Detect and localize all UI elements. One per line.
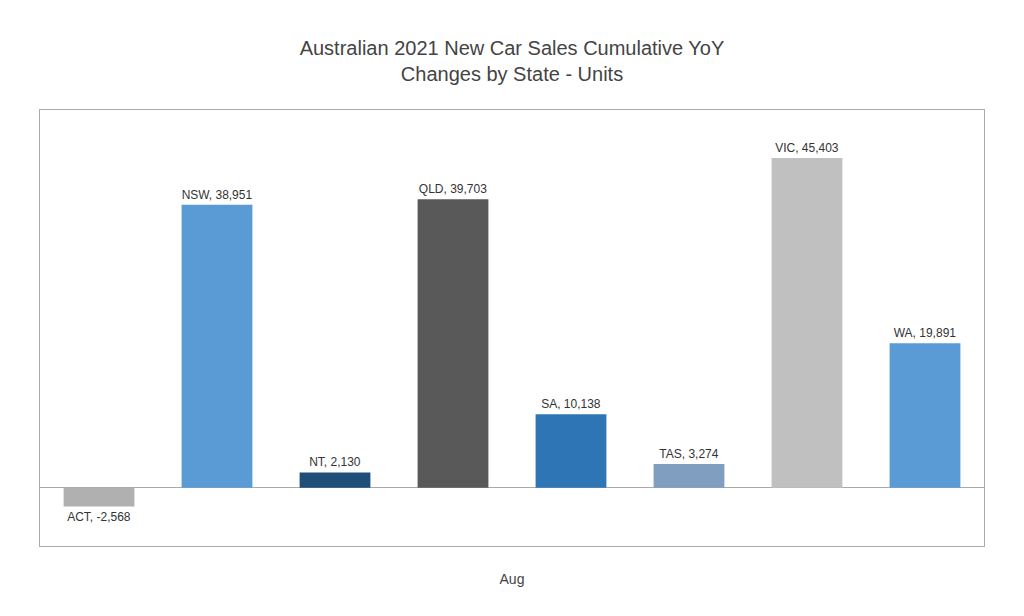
svg-text:TAS, 3,274: TAS, 3,274: [659, 447, 718, 461]
svg-text:NT, 2,130: NT, 2,130: [309, 455, 361, 469]
svg-text:QLD, 39,703: QLD, 39,703: [419, 182, 487, 196]
svg-text:NSW, 38,951: NSW, 38,951: [182, 188, 253, 202]
svg-text:Aug: Aug: [500, 571, 525, 587]
svg-text:SA, 10,138: SA, 10,138: [541, 397, 601, 411]
svg-text:ACT, -2,568: ACT, -2,568: [67, 510, 131, 524]
svg-text:Australian 2021 New Car Sales: Australian 2021 New Car Sales Cumulative…: [300, 37, 725, 85]
svg-text:VIC, 45,403: VIC, 45,403: [775, 141, 839, 155]
svg-text:WA, 19,891: WA, 19,891: [894, 326, 957, 340]
